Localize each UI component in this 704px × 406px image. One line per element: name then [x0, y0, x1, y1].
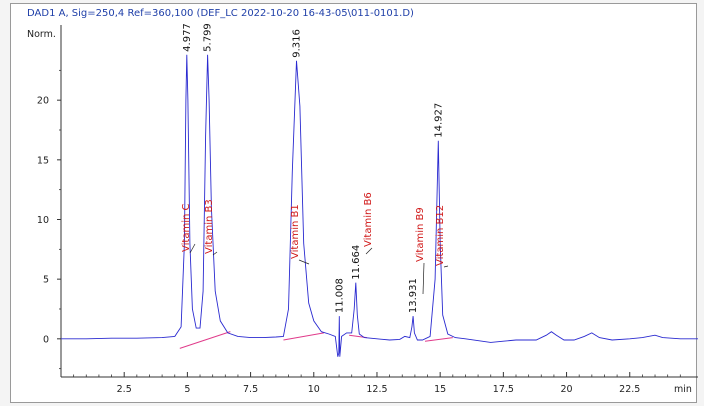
compound-label: Vitamin B9 [415, 207, 426, 262]
compound-leader-line [443, 265, 449, 268]
chromatogram-chart: DAD1 A, Sig=250,4 Ref=360,100 (DEF_LC 20… [27, 8, 698, 395]
compound-label: Vitamin C [181, 204, 192, 252]
x-axis-label: min [674, 384, 692, 395]
x-tick-label: 15 [434, 384, 446, 395]
x-tick-label: 17.5 [493, 384, 514, 395]
compound-leader-line [365, 247, 373, 255]
compound-leader-line [422, 262, 425, 295]
integration-baseline [179, 331, 231, 349]
peak-rt-label: 14.927 [433, 103, 444, 138]
peak-rt-label: 11.664 [351, 245, 362, 280]
y-tick-label: 15 [37, 155, 49, 166]
chromatogram-trace [61, 54, 698, 357]
integration-baseline [283, 332, 324, 341]
compound-label: Vitamin B12 [435, 205, 446, 266]
x-tick-label: 22.5 [619, 384, 640, 395]
chart-title: DAD1 A, Sig=250,4 Ref=360,100 (DEF_LC 20… [27, 8, 414, 19]
x-tick-label: 12.5 [366, 384, 387, 395]
compound-label: Vitamin B3 [204, 199, 215, 254]
compound-leader-line [298, 259, 310, 265]
y-tick-label: 20 [37, 96, 49, 107]
peak-rt-label: 4.977 [182, 23, 193, 52]
y-tick-label: 0 [43, 334, 49, 345]
y-axis-label: Norm. [27, 29, 56, 40]
chromatogram-panel: DAD1 A, Sig=250,4 Ref=360,100 (DEF_LC 20… [10, 3, 698, 403]
compound-label: Vitamin B6 [363, 192, 374, 247]
peak-rt-label: 11.008 [334, 278, 345, 313]
peak-rt-label: 9.316 [291, 29, 302, 58]
x-tick-label: 7.5 [243, 384, 258, 395]
peak-rt-label: 5.799 [203, 23, 214, 52]
x-tick-label: 2.5 [117, 384, 132, 395]
y-tick-label: 10 [37, 215, 49, 226]
integration-baseline [424, 337, 453, 342]
y-tick-label: 5 [43, 275, 49, 286]
peak-rt-label: 13.931 [408, 278, 419, 313]
x-tick-label: 5 [184, 384, 190, 395]
x-tick-label: 10 [308, 384, 320, 395]
compound-leader-line [212, 251, 218, 256]
compound-label: Vitamin B1 [290, 204, 301, 259]
compound-leader-line [189, 243, 196, 254]
x-tick-label: 20 [561, 384, 573, 395]
